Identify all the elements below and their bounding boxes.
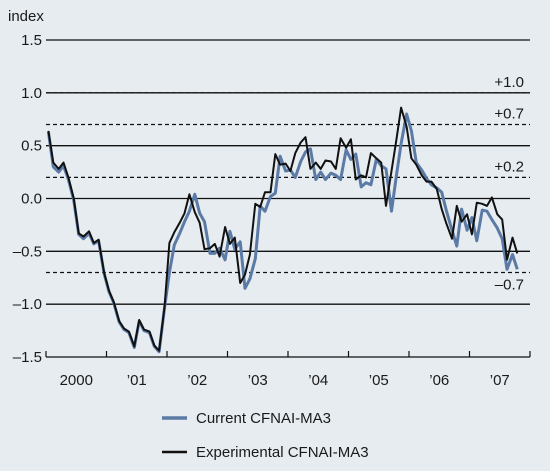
y-tick-label: –1.5: [13, 349, 42, 366]
reference-line-label: +1.0: [494, 74, 524, 91]
grid: [46, 39, 530, 358]
x-tick-label: ’02: [187, 372, 207, 389]
series-line-1: [47, 106, 519, 352]
x-tick-label: ’05: [369, 372, 389, 389]
legend-label: Current CFNAI-MA3: [196, 410, 331, 427]
y-tick-label: 1.5: [21, 32, 42, 49]
x-tick-label: 2000: [60, 372, 93, 389]
y-tick-label: –0.5: [13, 243, 42, 260]
y-tick-label: –1.0: [13, 296, 42, 313]
x-tick-label: ’07: [490, 372, 510, 389]
reference-line-label: +0.2: [494, 158, 524, 175]
reference-line-label: –0.7: [495, 276, 524, 293]
x-tick-label: ’06: [429, 372, 449, 389]
y-tick-label: 0.0: [21, 191, 42, 208]
y-axis-ticks: 1.5 1.0 0.5 0.0 –0.5 –1.0 –1.5: [13, 32, 42, 366]
y-axis-title: index: [8, 8, 44, 25]
legend: Current CFNAI-MA3 Experimental CFNAI-MA3: [162, 410, 369, 461]
y-tick-label: 1.0: [21, 85, 42, 102]
reference-line-label: +0.7: [494, 106, 524, 123]
legend-label: Experimental CFNAI-MA3: [196, 444, 369, 461]
reference-lines: +1.0 +0.7 +0.2 –0.7: [46, 74, 530, 293]
x-tick-label: ’03: [248, 372, 268, 389]
series-layer: [46, 106, 519, 354]
x-tick-label: ’04: [308, 372, 328, 389]
y-tick-label: 0.5: [21, 138, 42, 155]
x-axis-ticks: 2000 ’01 ’02 ’03 ’04 ’05 ’06 ’07: [45, 351, 531, 389]
x-tick-label: ’01: [127, 372, 147, 389]
